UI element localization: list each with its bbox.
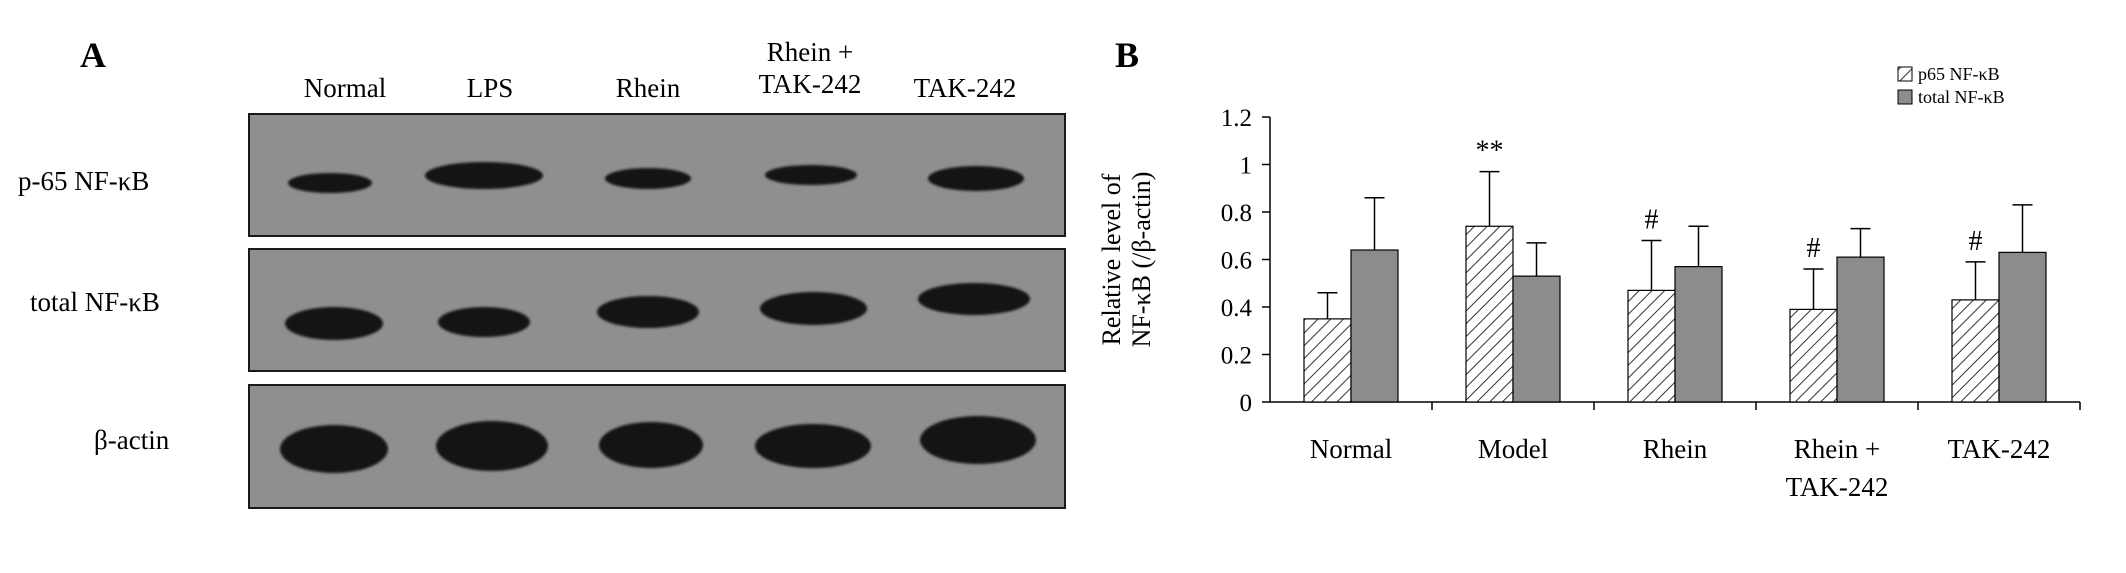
band bbox=[285, 307, 383, 340]
legend-swatch bbox=[1897, 66, 1913, 82]
bar-total bbox=[1674, 266, 1723, 403]
blot-total bbox=[248, 248, 1066, 372]
y-tick-label: 1 bbox=[1240, 153, 1253, 180]
bar-p65 bbox=[1951, 299, 2000, 403]
x-tick-label: Normal bbox=[1310, 434, 1392, 464]
bar-total bbox=[1512, 275, 1561, 403]
band bbox=[918, 283, 1030, 315]
significance-mark: ** bbox=[1476, 136, 1504, 167]
legend-label: p65 NF-κB bbox=[1918, 64, 2000, 84]
band bbox=[765, 165, 857, 185]
significance-mark: # bbox=[1969, 226, 1983, 257]
bar-p65 bbox=[1789, 308, 1838, 403]
lane-label-normal: Normal bbox=[303, 73, 387, 103]
bar-total bbox=[1998, 251, 2047, 403]
band bbox=[438, 307, 530, 337]
band bbox=[597, 296, 699, 328]
y-tick-label: 0.6 bbox=[1221, 248, 1252, 275]
legend-label: total NF-κB bbox=[1918, 87, 2005, 107]
row-label-total: total NF-κB bbox=[30, 287, 160, 317]
bar-p65 bbox=[1465, 225, 1514, 403]
row-label-beta-actin: β-actin bbox=[94, 425, 170, 455]
blot-p65 bbox=[248, 113, 1066, 237]
band bbox=[760, 292, 867, 325]
bar-p65 bbox=[1627, 289, 1676, 403]
y-tick-label: 0.2 bbox=[1221, 343, 1252, 370]
y-tick-label: 0.8 bbox=[1221, 200, 1252, 227]
band bbox=[928, 166, 1024, 191]
band bbox=[755, 424, 871, 468]
blot-beta-actin bbox=[248, 384, 1066, 509]
lane-label-rhein: Rhein bbox=[615, 73, 681, 103]
panel-b-letter: B bbox=[1115, 35, 1140, 75]
legend-swatch bbox=[1897, 89, 1913, 105]
significance-mark: # bbox=[1807, 233, 1821, 264]
x-tick-label: Rhein + bbox=[1794, 434, 1880, 464]
row-label-p65: p-65 NF-κB bbox=[18, 166, 150, 196]
lane-label-lps: LPS bbox=[466, 73, 514, 103]
y-axis-label: Relative level ofNF-κB (/β-actin) bbox=[1100, 172, 1156, 348]
lane-label-rhein-tak242: Rhein + TAK-242 bbox=[758, 37, 862, 99]
band bbox=[605, 168, 691, 189]
band bbox=[920, 416, 1036, 464]
panel-a-letter: A bbox=[80, 35, 106, 75]
bar-p65 bbox=[1303, 318, 1352, 403]
bar-total bbox=[1836, 256, 1885, 403]
y-tick-label: 0.4 bbox=[1221, 295, 1253, 322]
band bbox=[288, 173, 372, 193]
x-tick-label: Rhein bbox=[1643, 434, 1708, 464]
x-tick-label: TAK-242 bbox=[1786, 472, 1889, 502]
lane-label-tak242: TAK-242 bbox=[913, 73, 1017, 103]
band bbox=[425, 162, 543, 189]
bar-total bbox=[1350, 249, 1399, 403]
significance-mark: # bbox=[1645, 205, 1659, 236]
band bbox=[436, 421, 548, 471]
x-tick-label: Model bbox=[1478, 434, 1549, 464]
bar-chart: 0 0.2 0.4 0.6 0.8 1 1.2 Relative level ofNF-κB … bbox=[1100, 64, 2081, 502]
y-tick-label: 0 bbox=[1240, 390, 1253, 417]
band bbox=[280, 425, 388, 473]
x-tick-label: TAK-242 bbox=[1948, 434, 2051, 464]
band bbox=[599, 422, 703, 468]
y-tick-label: 1.2 bbox=[1221, 105, 1252, 132]
